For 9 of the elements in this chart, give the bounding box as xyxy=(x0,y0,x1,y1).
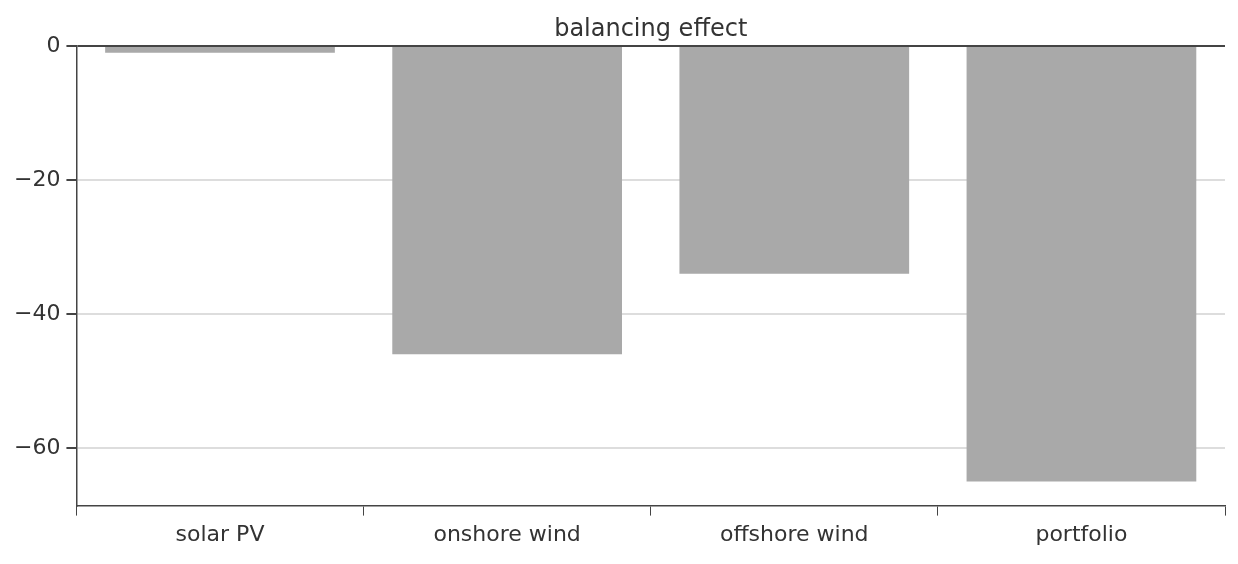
x-tick-label: offshore wind xyxy=(719,520,869,546)
y-tick-label: 0 xyxy=(46,31,61,57)
x-tick-label: onshore wind xyxy=(433,520,581,546)
y-tick-label: −20 xyxy=(13,165,61,191)
x-tick-label: portfolio xyxy=(1035,520,1128,546)
y-tick-label: −60 xyxy=(13,433,61,459)
chart-title: balancing effect xyxy=(554,14,748,43)
x-tick-label: solar PV xyxy=(175,520,265,546)
y-tick-label: −40 xyxy=(13,299,61,325)
